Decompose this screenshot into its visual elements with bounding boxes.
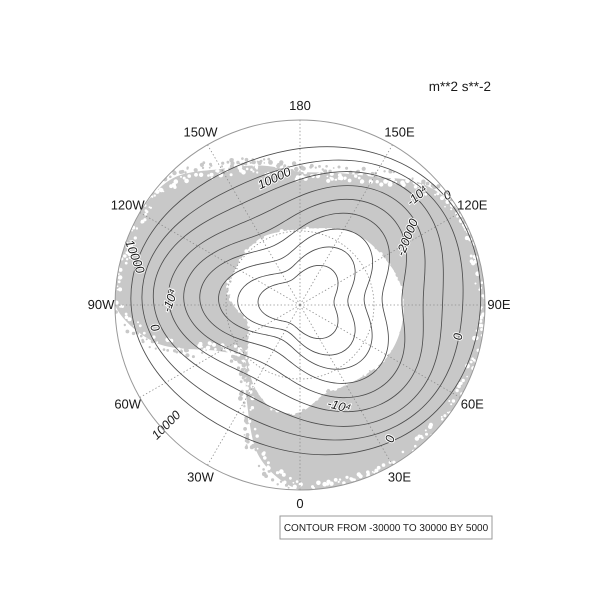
- svg-text:120E: 120E: [457, 198, 488, 213]
- svg-text:30W: 30W: [187, 469, 214, 484]
- svg-text:CONTOUR FROM -30000 TO 30000 B: CONTOUR FROM -30000 TO 30000 BY 5000: [284, 523, 489, 534]
- svg-text:m**2 s**-2: m**2 s**-2: [429, 79, 491, 94]
- svg-text:60E: 60E: [461, 397, 484, 412]
- svg-text:90W: 90W: [88, 297, 115, 312]
- svg-text:150W: 150W: [184, 125, 219, 140]
- svg-text:90E: 90E: [487, 297, 510, 312]
- svg-text:180: 180: [289, 98, 311, 113]
- svg-text:150E: 150E: [384, 125, 415, 140]
- svg-text:120W: 120W: [111, 198, 146, 213]
- svg-text:60W: 60W: [114, 397, 141, 412]
- svg-text:0: 0: [296, 496, 303, 511]
- svg-text:0: 0: [451, 333, 466, 341]
- svg-text:30E: 30E: [388, 469, 411, 484]
